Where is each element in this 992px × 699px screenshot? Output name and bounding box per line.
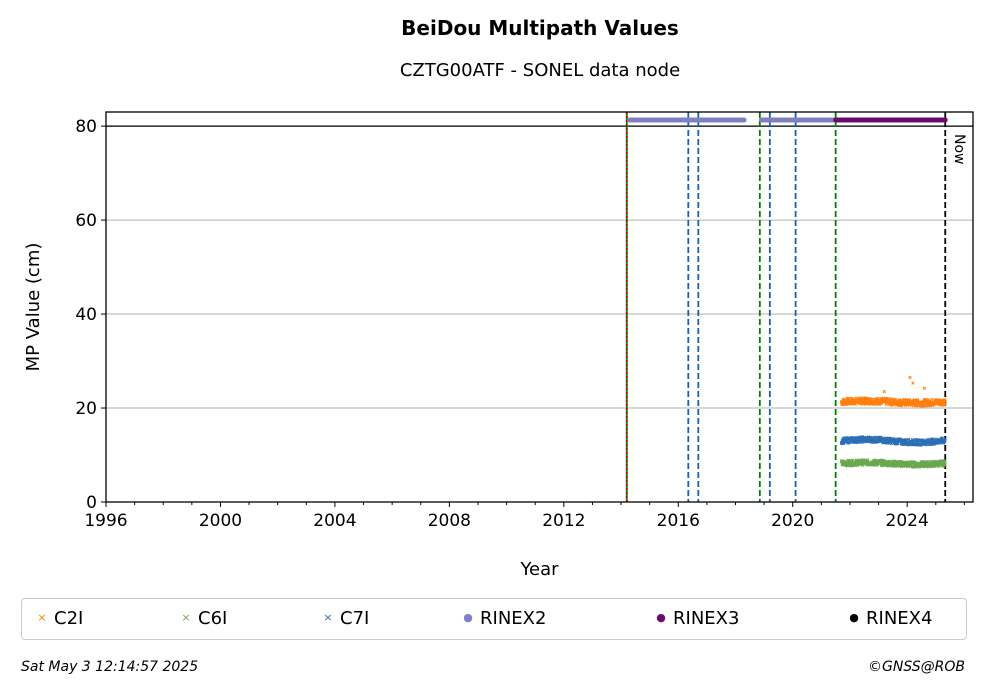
data-point bbox=[943, 398, 947, 402]
x-tick-label: 2020 bbox=[771, 511, 814, 531]
data-point bbox=[930, 397, 934, 402]
series-c2i bbox=[839, 396, 947, 408]
x-tick-label: 2024 bbox=[886, 511, 929, 531]
legend: × C2I × C6I × C7I ● RINEX2 ● RINEX3 ● RI… bbox=[21, 598, 967, 640]
y-axis-label: MP Value (cm) bbox=[23, 243, 44, 372]
copyright-notice: ©GNSS@ROB bbox=[868, 659, 965, 675]
legend-marker-icon: ● bbox=[463, 611, 473, 624]
x-tick-label: 2004 bbox=[313, 511, 356, 531]
generated-timestamp: Sat May 3 12:14:57 2025 bbox=[21, 659, 199, 675]
data-point bbox=[941, 403, 945, 407]
legend-label: RINEX3 bbox=[673, 608, 740, 629]
data-point bbox=[911, 381, 915, 385]
y-tick-label: 80 bbox=[75, 117, 97, 137]
y-tick-label: 0 bbox=[86, 493, 97, 513]
x-tick-label: 2012 bbox=[542, 511, 585, 531]
legend-marker-icon: × bbox=[181, 611, 191, 624]
chart-title: BeiDou Multipath Values bbox=[401, 16, 679, 40]
data-point bbox=[873, 435, 877, 439]
legend-marker-icon: ● bbox=[849, 611, 859, 624]
x-tick-label: 1996 bbox=[84, 511, 127, 531]
chart-subtitle: CZTG00ATF - SONEL data node bbox=[399, 60, 681, 81]
data-point bbox=[865, 458, 870, 462]
legend-label: RINEX2 bbox=[480, 608, 547, 629]
multipath-chart: 1996 2000 2004 2008 2012 2016 2020 2024 0 20 40 60 8… bbox=[23, 111, 974, 580]
legend-marker-icon: ● bbox=[656, 611, 666, 624]
data-point bbox=[922, 386, 927, 390]
data-point bbox=[911, 437, 915, 442]
data-point bbox=[943, 437, 947, 441]
now-label: Now bbox=[951, 134, 967, 165]
data-point bbox=[868, 397, 873, 401]
data-point bbox=[850, 458, 855, 462]
y-tick-label: 20 bbox=[75, 399, 97, 419]
legend-marker-icon: × bbox=[323, 611, 333, 624]
x-axis-label: Year bbox=[519, 559, 559, 580]
legend-label: C6I bbox=[198, 608, 228, 629]
data-point bbox=[882, 389, 886, 394]
y-tick-label: 40 bbox=[75, 305, 97, 325]
legend-marker-icon: × bbox=[37, 611, 47, 624]
plot-frame bbox=[105, 111, 974, 503]
legend-label: C7I bbox=[340, 608, 370, 629]
x-tick-label: 2016 bbox=[657, 511, 700, 531]
y-tick-label: 60 bbox=[75, 211, 97, 231]
data-point bbox=[943, 402, 947, 407]
data-point bbox=[943, 463, 947, 467]
series-c7i bbox=[839, 435, 947, 447]
data-point bbox=[908, 375, 912, 380]
x-tick-label: 2008 bbox=[428, 511, 471, 531]
legend-label: C2I bbox=[54, 608, 84, 629]
data-point bbox=[943, 459, 947, 463]
series-c6i bbox=[839, 458, 947, 469]
legend-label: RINEX4 bbox=[866, 608, 933, 629]
x-tick-label: 2000 bbox=[199, 511, 242, 531]
